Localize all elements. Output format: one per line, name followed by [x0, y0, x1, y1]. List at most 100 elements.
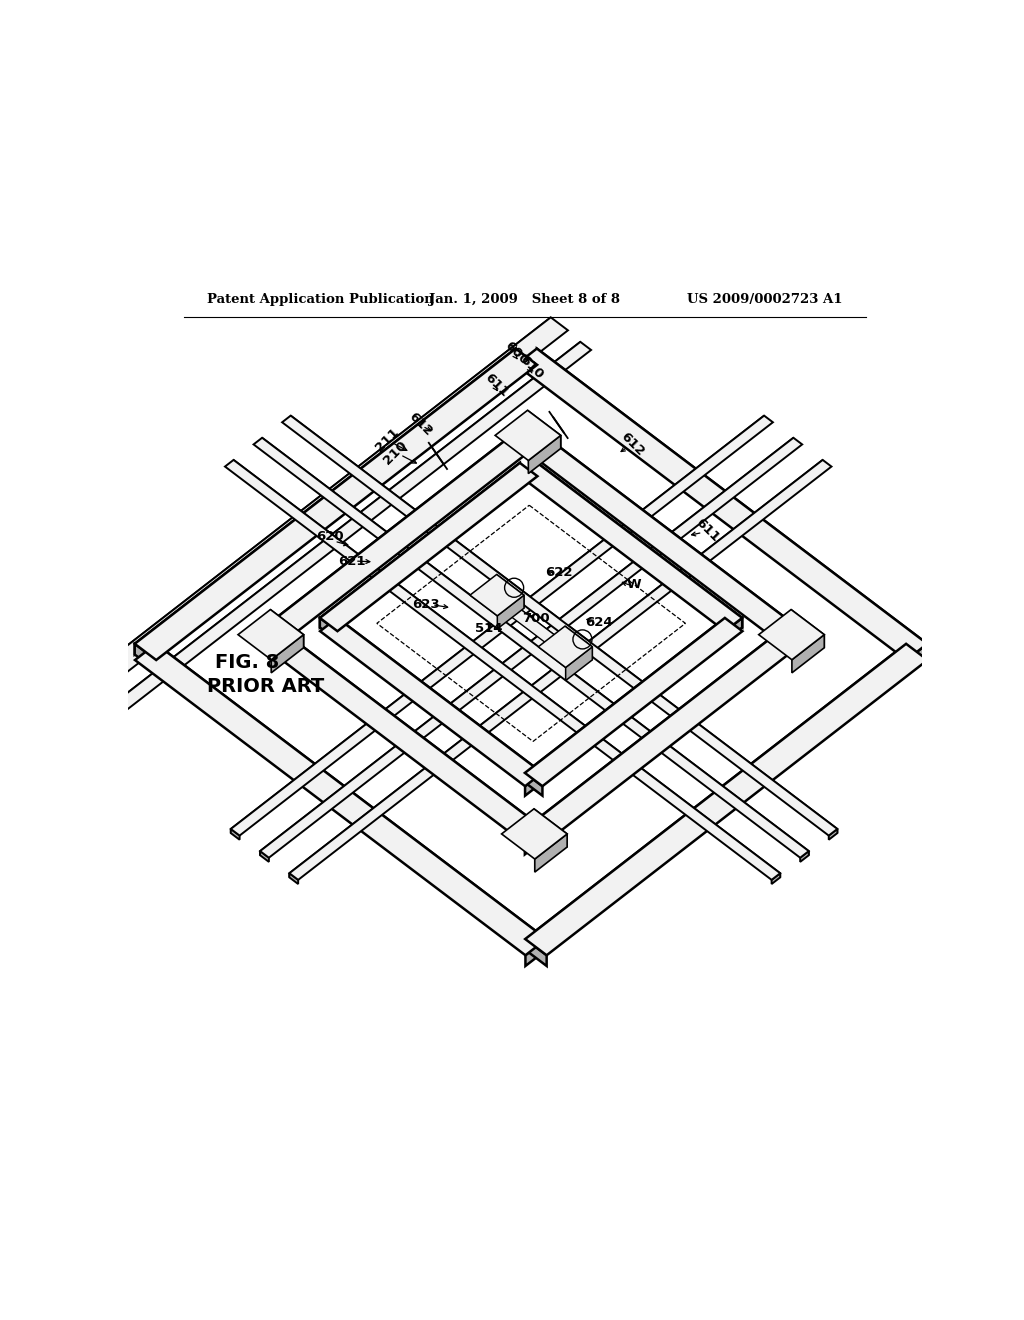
Polygon shape: [104, 342, 591, 719]
Polygon shape: [525, 774, 543, 796]
Polygon shape: [725, 618, 742, 640]
Polygon shape: [156, 644, 547, 949]
Polygon shape: [283, 416, 838, 836]
Polygon shape: [535, 834, 567, 873]
Polygon shape: [260, 438, 794, 855]
Polygon shape: [498, 595, 524, 628]
Polygon shape: [560, 647, 570, 657]
Text: 210: 210: [381, 438, 410, 467]
Polygon shape: [538, 463, 742, 627]
Text: 610: 610: [517, 352, 546, 381]
Text: 622: 622: [545, 566, 572, 579]
Text: FIG. 8: FIG. 8: [215, 653, 280, 672]
Polygon shape: [525, 644, 928, 956]
Polygon shape: [516, 348, 928, 660]
Polygon shape: [792, 635, 824, 673]
Polygon shape: [262, 438, 809, 855]
Polygon shape: [230, 829, 240, 840]
Polygon shape: [230, 416, 773, 836]
Polygon shape: [792, 610, 824, 648]
Polygon shape: [321, 618, 543, 787]
Polygon shape: [291, 416, 838, 833]
Polygon shape: [534, 809, 567, 847]
Polygon shape: [270, 610, 303, 648]
Polygon shape: [565, 647, 592, 681]
Polygon shape: [524, 829, 544, 854]
Polygon shape: [800, 851, 809, 862]
Polygon shape: [525, 644, 906, 949]
Polygon shape: [525, 939, 547, 966]
Polygon shape: [772, 874, 780, 884]
Polygon shape: [528, 436, 561, 474]
Polygon shape: [225, 459, 780, 880]
Polygon shape: [319, 618, 338, 640]
Polygon shape: [539, 626, 592, 668]
Polygon shape: [524, 630, 781, 840]
Polygon shape: [75, 686, 92, 708]
Text: 700: 700: [522, 612, 550, 626]
Polygon shape: [104, 342, 581, 717]
Polygon shape: [537, 348, 928, 655]
Text: 620: 620: [316, 529, 344, 543]
Text: 514: 514: [475, 622, 503, 635]
Text: 611: 611: [482, 371, 511, 399]
Polygon shape: [135, 644, 157, 671]
Polygon shape: [527, 411, 561, 449]
Polygon shape: [260, 438, 802, 858]
Polygon shape: [538, 430, 801, 640]
Text: W: W: [627, 578, 642, 590]
Text: 621: 621: [338, 554, 366, 568]
Polygon shape: [502, 595, 570, 649]
Polygon shape: [281, 630, 544, 840]
Text: 612: 612: [406, 409, 434, 438]
Polygon shape: [233, 459, 780, 878]
Text: 600: 600: [502, 339, 530, 367]
Text: 211: 211: [373, 425, 401, 454]
Polygon shape: [759, 610, 824, 660]
Polygon shape: [497, 574, 524, 609]
Polygon shape: [261, 430, 518, 640]
Polygon shape: [135, 644, 547, 956]
Polygon shape: [520, 463, 742, 631]
Polygon shape: [104, 711, 115, 725]
Polygon shape: [75, 317, 551, 694]
Polygon shape: [290, 459, 831, 880]
Polygon shape: [828, 829, 838, 840]
Polygon shape: [290, 459, 822, 878]
Polygon shape: [230, 416, 764, 833]
Text: 611: 611: [693, 516, 722, 544]
Text: PRIOR ART: PRIOR ART: [207, 677, 325, 696]
Text: 612: 612: [617, 430, 646, 459]
Text: US 2009/0002723 A1: US 2009/0002723 A1: [687, 293, 842, 306]
Polygon shape: [260, 851, 269, 862]
Polygon shape: [238, 610, 303, 660]
Polygon shape: [290, 874, 298, 884]
Polygon shape: [470, 574, 524, 616]
Polygon shape: [565, 626, 592, 660]
Polygon shape: [525, 618, 742, 787]
Polygon shape: [906, 644, 928, 671]
Polygon shape: [319, 463, 520, 627]
Polygon shape: [135, 348, 516, 655]
Polygon shape: [261, 630, 281, 655]
Polygon shape: [271, 635, 303, 673]
Polygon shape: [337, 618, 543, 783]
Polygon shape: [261, 630, 544, 843]
Polygon shape: [524, 630, 801, 843]
Text: 624: 624: [585, 616, 612, 630]
Polygon shape: [261, 430, 538, 644]
Polygon shape: [75, 317, 568, 700]
Polygon shape: [782, 630, 801, 655]
Polygon shape: [525, 618, 725, 783]
Polygon shape: [493, 595, 570, 655]
Text: Patent Application Publication: Patent Application Publication: [207, 293, 434, 306]
Polygon shape: [518, 430, 801, 644]
Text: Jan. 1, 2009   Sheet 8 of 8: Jan. 1, 2009 Sheet 8 of 8: [429, 293, 621, 306]
Polygon shape: [496, 411, 561, 461]
Text: 623: 623: [413, 598, 440, 611]
Polygon shape: [135, 348, 538, 660]
Polygon shape: [525, 939, 547, 966]
Polygon shape: [525, 774, 543, 796]
Polygon shape: [525, 829, 544, 854]
Polygon shape: [254, 438, 809, 858]
